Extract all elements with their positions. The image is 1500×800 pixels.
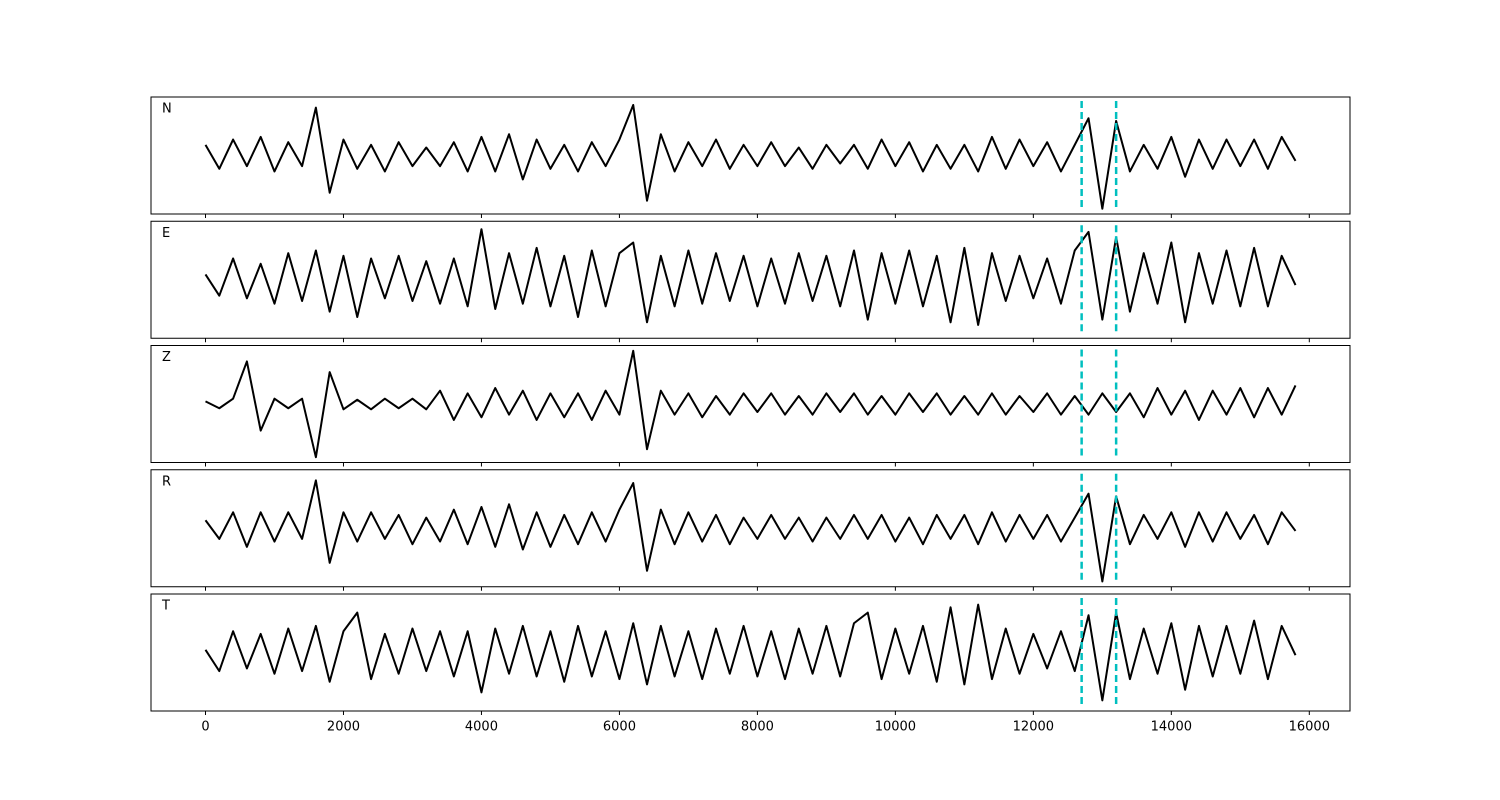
x-tick-label: 0 — [201, 720, 209, 735]
x-tick-label: 6000 — [603, 720, 636, 735]
trace — [204, 103, 1297, 210]
panel-label: R — [162, 474, 171, 489]
x-tick-label: 16000 — [1289, 720, 1330, 735]
trace — [204, 228, 1297, 326]
panel-label: N — [162, 102, 172, 117]
panel-label: Z — [162, 350, 171, 365]
trace — [204, 603, 1297, 702]
x-tick-label: 10000 — [875, 720, 916, 735]
panel-label: E — [162, 226, 170, 241]
x-tick-label: 8000 — [741, 720, 774, 735]
x-tick-label: 2000 — [327, 720, 360, 735]
x-tick-label: 4000 — [465, 720, 498, 735]
trace — [204, 479, 1297, 583]
panel-frame — [150, 593, 1351, 712]
trace — [205, 349, 1297, 459]
panel-frame — [150, 220, 1351, 339]
x-tick-label: 12000 — [1013, 720, 1054, 735]
panel-frame — [150, 345, 1351, 463]
panel-label: T — [161, 599, 170, 614]
x-tick-label: 14000 — [1151, 720, 1192, 735]
panel-frame — [150, 96, 1351, 215]
panel-frame — [150, 469, 1351, 588]
